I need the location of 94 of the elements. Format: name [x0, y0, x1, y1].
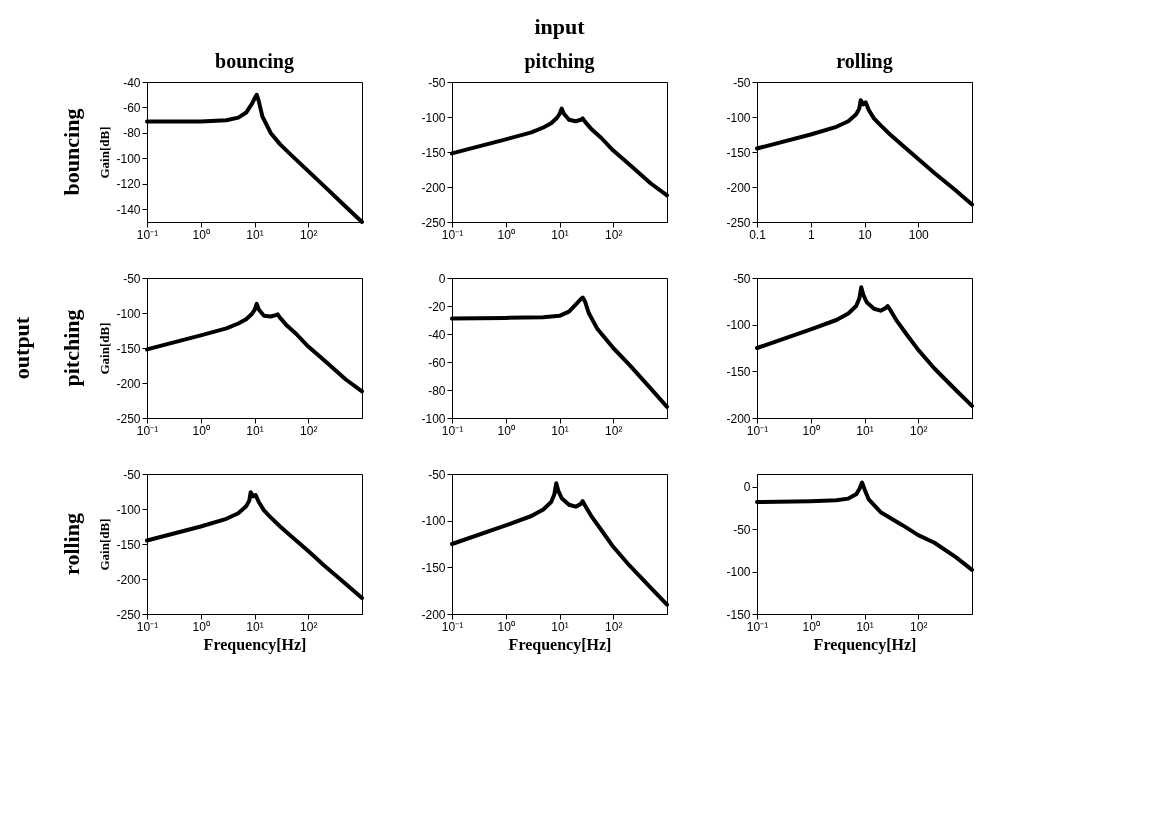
y-tick-label: -50 — [428, 75, 446, 90]
y-tick-label: -100 — [726, 565, 751, 580]
y-tick-label: -200 — [726, 180, 751, 195]
y-tick-label: -100 — [726, 110, 751, 125]
x-tick-label: 10⁻¹ — [746, 619, 769, 634]
x-tick-label: 10¹ — [246, 423, 264, 438]
x-tick-label: 10⁰ — [497, 423, 515, 438]
x-tick-label: 10⁻¹ — [441, 423, 464, 438]
y-tick-label: -100 — [726, 318, 751, 333]
y-tick-label: -100 — [421, 411, 446, 426]
y-tick-label: -50 — [733, 75, 751, 90]
y-axis-title: Gain[dB] — [97, 322, 113, 375]
x-tick-label: 10¹ — [246, 619, 264, 634]
y-tick-label: -200 — [116, 572, 141, 587]
x-tick-label: 10¹ — [856, 423, 874, 438]
x-tick-label: 10² — [910, 423, 928, 438]
x-tick-label: 10¹ — [246, 227, 264, 242]
chart-title: bouncing — [215, 50, 294, 73]
y-tick-label: -150 — [421, 560, 446, 575]
y-axis-title: Gain[dB] — [97, 126, 113, 179]
y-tick-label: -150 — [116, 341, 141, 356]
text: output — [9, 316, 34, 380]
y-tick-label: -80 — [123, 126, 141, 141]
y-tick-label: -140 — [116, 202, 141, 217]
x-tick-label: 10² — [300, 423, 318, 438]
y-tick-label: -60 — [428, 355, 446, 370]
y-tick-label: -60 — [123, 100, 141, 115]
x-tick-label: 10⁰ — [497, 227, 515, 242]
x-axis-title: Frequency[Hz] — [203, 635, 307, 654]
y-tick-label: -50 — [123, 467, 141, 482]
x-tick-label: 10² — [300, 227, 318, 242]
x-tick-label: 10⁰ — [192, 619, 210, 634]
x-tick-label: 10⁰ — [497, 619, 515, 634]
y-tick-label: -200 — [421, 607, 446, 622]
y-tick-label: -200 — [116, 376, 141, 391]
x-tick-label: 10² — [605, 423, 623, 438]
y-tick-label: -200 — [421, 180, 446, 195]
y-tick-label: -250 — [116, 411, 141, 426]
x-axis-title: Frequency[Hz] — [508, 635, 612, 654]
y-axis-title: Gain[dB] — [97, 518, 113, 571]
y-tick-label: -20 — [428, 299, 446, 314]
y-tick-label: -100 — [116, 502, 141, 517]
chart-title: pitching — [524, 50, 595, 73]
x-tick-label: 10² — [605, 619, 623, 634]
y-tick-label: -100 — [421, 110, 446, 125]
x-tick-label: 100 — [908, 227, 930, 242]
chart-title: rolling — [836, 50, 893, 73]
y-tick-label: -150 — [421, 145, 446, 160]
x-tick-label: 10⁻¹ — [746, 423, 769, 438]
y-tick-label: -100 — [421, 514, 446, 529]
y-tick-label: -40 — [428, 327, 446, 342]
x-tick-label: 10¹ — [551, 619, 569, 634]
x-tick-label: 10² — [910, 619, 928, 634]
text: rolling — [59, 513, 84, 575]
x-tick-label: 10² — [300, 619, 318, 634]
x-tick-label: 10⁰ — [192, 227, 210, 242]
text: input — [534, 14, 586, 39]
y-tick-label: -120 — [116, 177, 141, 192]
x-tick-label: 10¹ — [856, 619, 874, 634]
x-tick-label: 10⁻¹ — [441, 619, 464, 634]
y-tick-label: -50 — [733, 271, 751, 286]
x-tick-label: 1 — [807, 227, 815, 242]
x-axis-title: Frequency[Hz] — [813, 635, 917, 654]
y-tick-label: -100 — [116, 306, 141, 321]
x-tick-label: 10⁰ — [192, 423, 210, 438]
x-tick-label: 10⁻¹ — [136, 619, 159, 634]
x-tick-label: 10⁻¹ — [136, 227, 159, 242]
x-tick-label: 10 — [858, 227, 872, 242]
y-tick-label: -50 — [428, 467, 446, 482]
x-tick-label: 10⁻¹ — [136, 423, 159, 438]
y-tick-label: -50 — [733, 522, 751, 537]
x-tick-label: 10⁻¹ — [441, 227, 464, 242]
y-tick-label: -250 — [726, 215, 751, 230]
y-tick-label: -150 — [726, 364, 751, 379]
y-tick-label: -250 — [421, 215, 446, 230]
y-tick-label: 0 — [743, 480, 751, 495]
x-tick-label: 10¹ — [551, 227, 569, 242]
y-tick-label: -50 — [123, 271, 141, 286]
y-tick-label: -80 — [428, 383, 446, 398]
text: bouncing — [59, 108, 84, 196]
x-tick-label: 10⁰ — [802, 423, 820, 438]
x-tick-label: 10⁰ — [802, 619, 820, 634]
x-tick-label: 0.1 — [749, 227, 767, 242]
y-tick-label: -40 — [123, 75, 141, 90]
x-tick-label: 10² — [605, 227, 623, 242]
y-tick-label: -150 — [726, 145, 751, 160]
y-tick-label: -150 — [726, 607, 751, 622]
y-tick-label: -200 — [726, 411, 751, 426]
text: pitching — [59, 309, 84, 387]
x-tick-label: 10¹ — [551, 423, 569, 438]
y-tick-label: 0 — [438, 271, 446, 286]
y-tick-label: -100 — [116, 151, 141, 166]
y-tick-label: -250 — [116, 607, 141, 622]
y-tick-label: -150 — [116, 537, 141, 552]
